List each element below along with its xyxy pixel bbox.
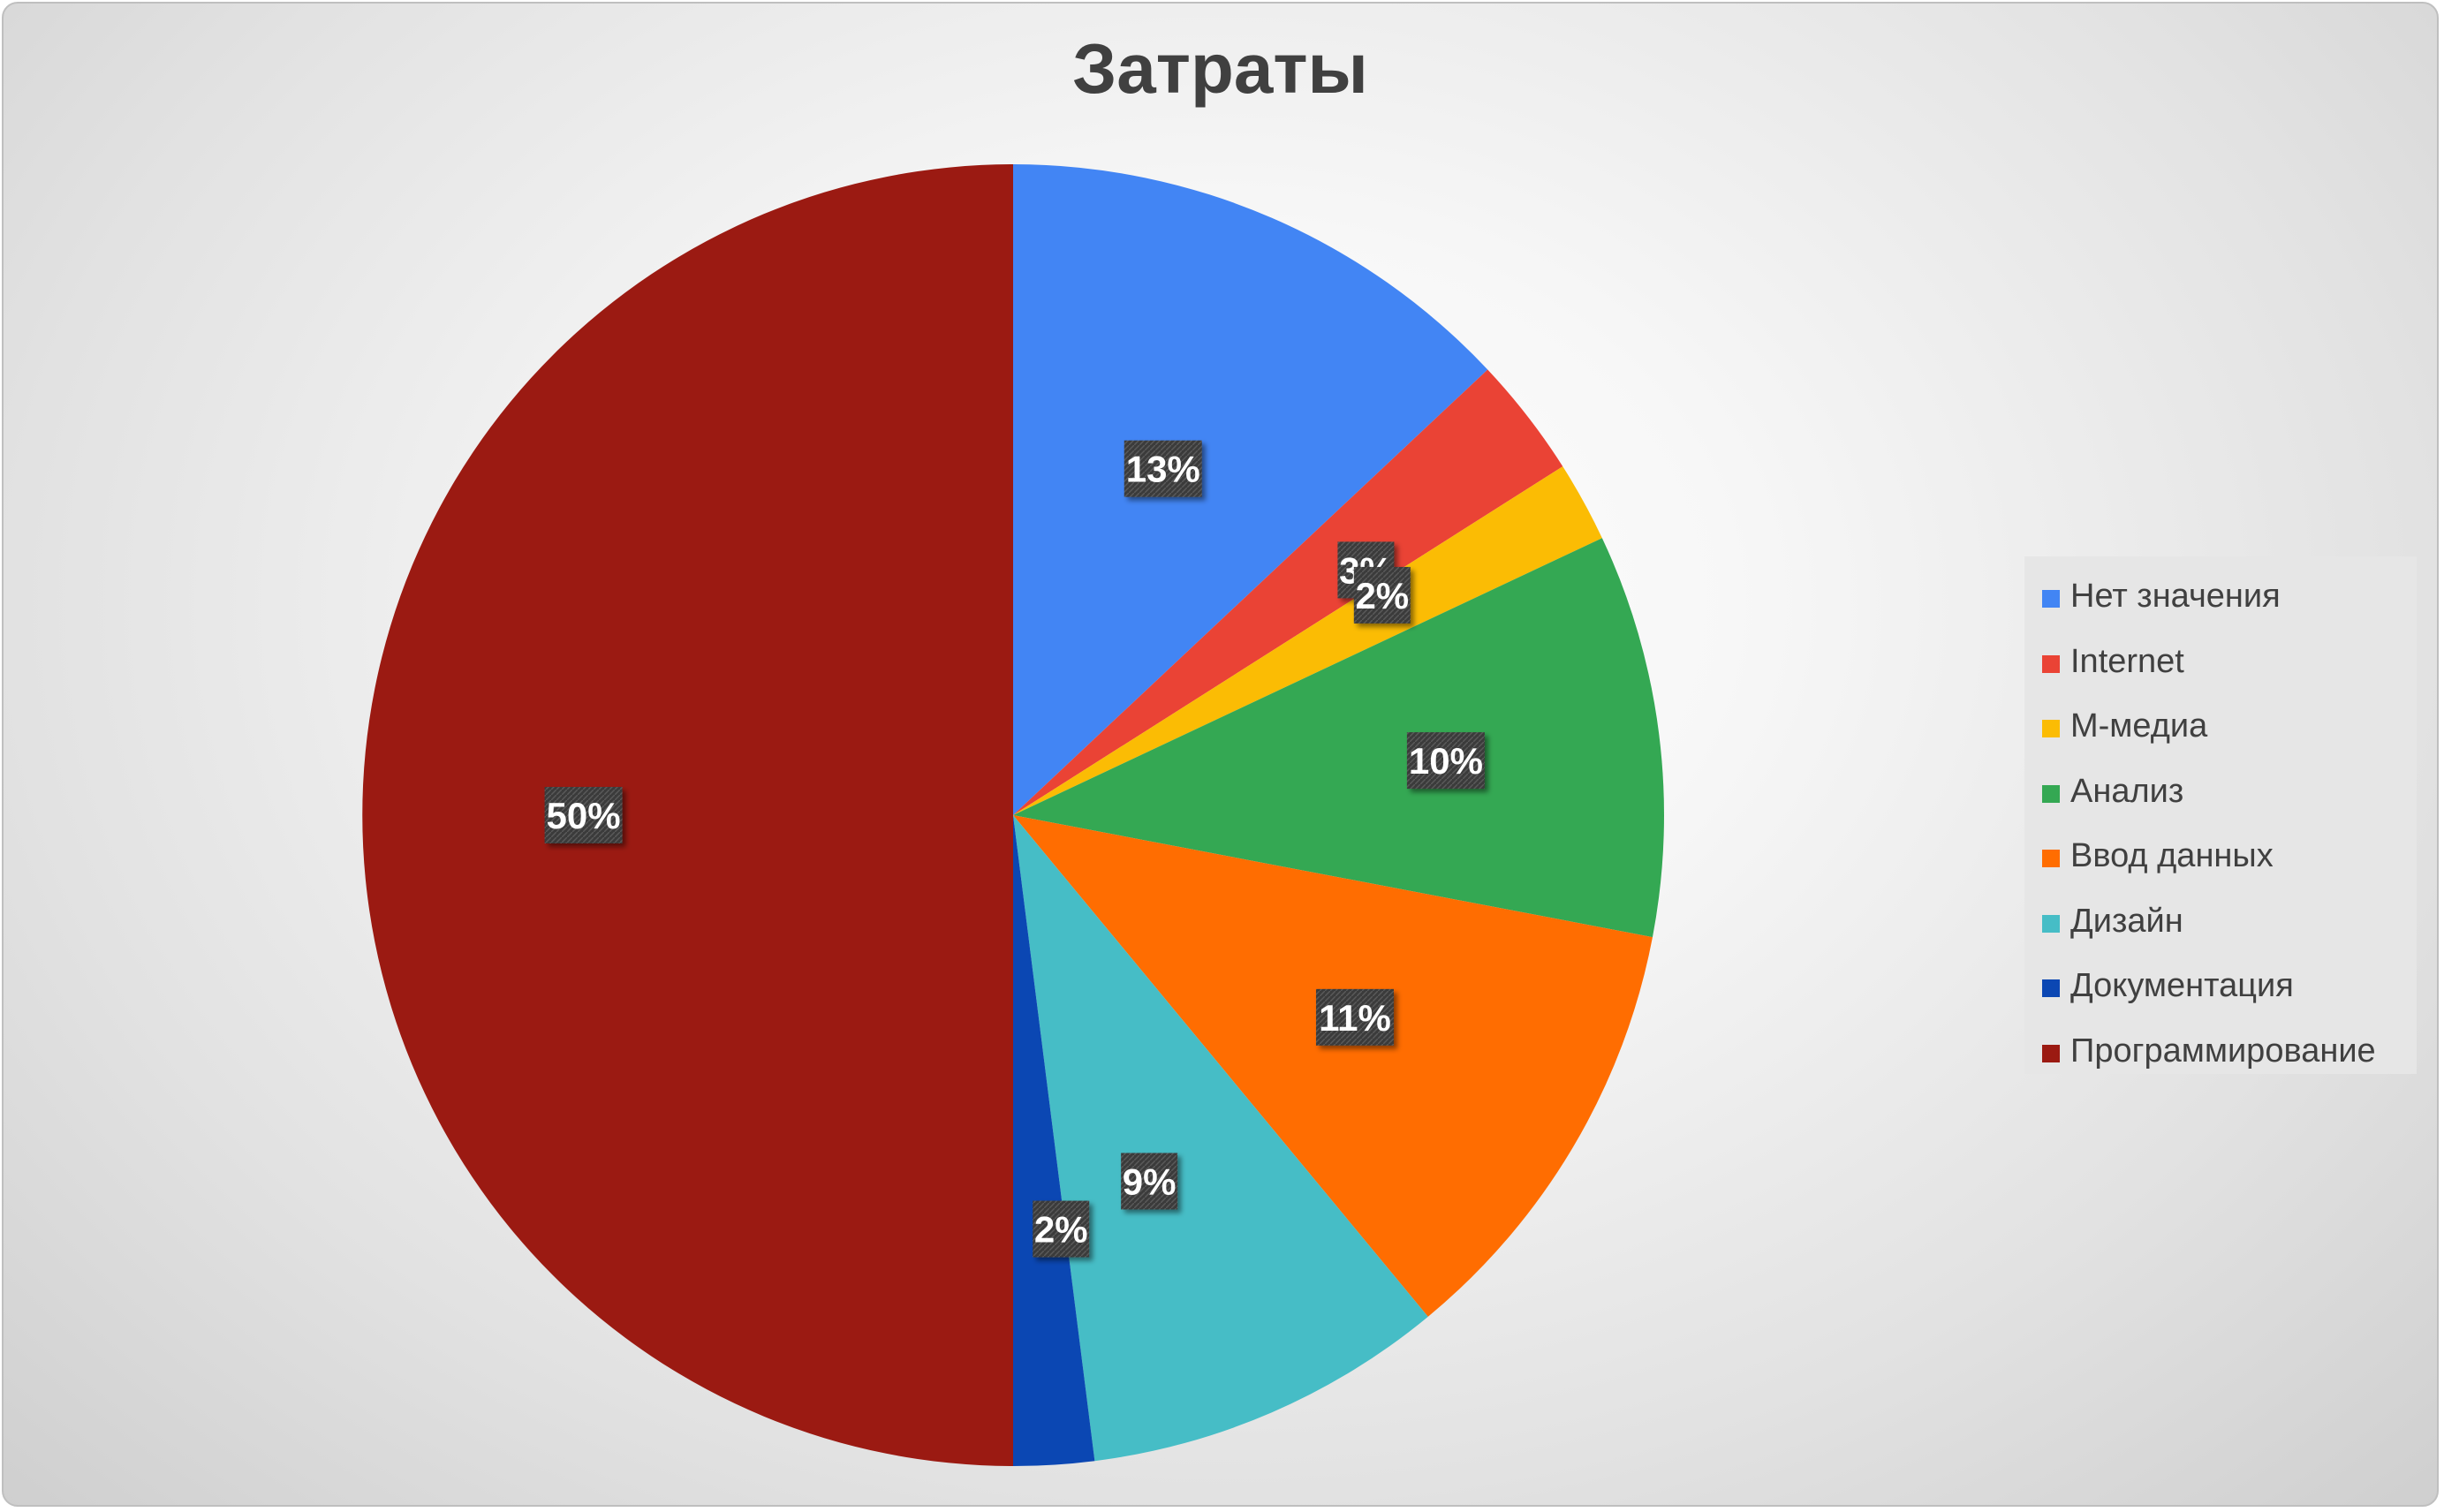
data-label-text: 9% xyxy=(1123,1160,1177,1202)
pie-slice-6 xyxy=(1013,815,1428,1462)
data-label-text: 2% xyxy=(1355,575,1409,616)
pie-slice-8 xyxy=(362,164,1014,1466)
legend-item: Программирование xyxy=(2024,1027,2417,1092)
legend-label: М-медиа xyxy=(2070,707,2208,745)
data-label-box xyxy=(544,787,623,843)
data-label-text: 11% xyxy=(1319,997,1391,1039)
legend-swatch xyxy=(2042,850,2060,867)
legend-label: Анализ xyxy=(2070,772,2184,810)
pie-slice-1 xyxy=(1013,164,1488,815)
pie-slice-4 xyxy=(1013,538,1664,938)
legend-label: Internet xyxy=(2070,642,2184,680)
legend-item: Дизайн xyxy=(2024,897,2417,963)
pie-slice-7 xyxy=(1013,815,1095,1466)
data-label-text: 10% xyxy=(1409,740,1483,782)
data-label-box xyxy=(1124,440,1202,497)
legend-label: Дизайн xyxy=(2070,902,2183,940)
data-label-box xyxy=(1121,1153,1178,1210)
data-label-5: 11% xyxy=(1315,988,1394,1046)
legend-item: Анализ xyxy=(2024,767,2417,833)
legend-swatch xyxy=(2042,590,2060,608)
legend-item: Документация xyxy=(2024,962,2417,1027)
data-label-1: 13% xyxy=(1124,440,1202,497)
data-label-box xyxy=(1033,1200,1090,1258)
legend-item: Internet xyxy=(2024,638,2417,703)
legend-item: Ввод данных xyxy=(2024,832,2417,897)
legend-swatch xyxy=(2042,654,2060,673)
data-label-text: 50% xyxy=(547,795,621,836)
data-label-8: 50% xyxy=(544,787,623,843)
data-label-4: 10% xyxy=(1406,732,1485,790)
legend-label: Нет значения xyxy=(2070,578,2281,615)
pie-slices xyxy=(362,164,1664,1466)
chart-title: Затраты xyxy=(1072,29,1368,108)
pie-slice-5 xyxy=(1013,815,1653,1317)
pie-data-labels: 13%3%2%10%11%9%2%50% xyxy=(544,440,1485,1258)
legend-swatch xyxy=(2042,784,2060,803)
pie-slice-2 xyxy=(1013,369,1563,815)
data-label-box xyxy=(1315,988,1394,1046)
legend-swatch xyxy=(2042,720,2060,737)
data-label-6: 9% xyxy=(1121,1153,1178,1210)
data-label-text: 2% xyxy=(1034,1209,1088,1251)
legend-label: Программирование xyxy=(2070,1032,2376,1070)
data-label-text: 13% xyxy=(1126,449,1200,490)
pie-slice-3 xyxy=(1013,466,1602,815)
data-label-3: 2% xyxy=(1353,566,1411,624)
data-label-box xyxy=(1406,732,1485,790)
legend-item: Нет значения xyxy=(2024,572,2417,638)
legend-swatch xyxy=(2042,914,2060,933)
legend-label: Документация xyxy=(2070,967,2294,1004)
legend-label: Ввод данных xyxy=(2070,837,2274,874)
chart-legend: Нет значения Internet М-медиа Анализ Ввод да… xyxy=(2024,556,2417,1074)
data-label-box xyxy=(1353,566,1411,624)
data-label-7: 2% xyxy=(1033,1200,1090,1258)
legend-swatch xyxy=(2042,979,2060,997)
legend-item: М-медиа xyxy=(2024,702,2417,767)
legend-swatch xyxy=(2042,1044,2060,1062)
